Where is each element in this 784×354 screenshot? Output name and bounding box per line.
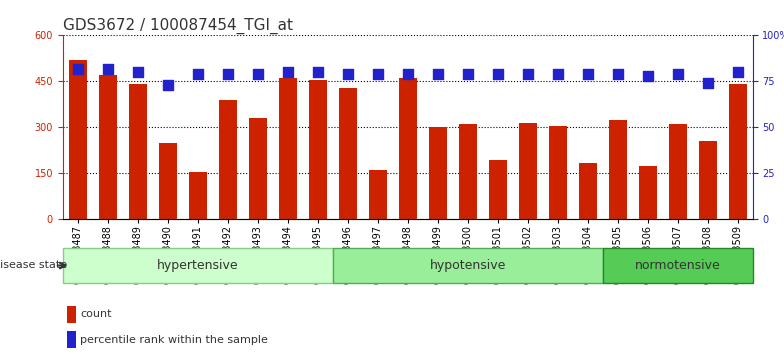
FancyBboxPatch shape (603, 248, 753, 283)
Text: hypotensive: hypotensive (430, 259, 506, 272)
Text: normotensive: normotensive (635, 259, 720, 272)
FancyBboxPatch shape (63, 248, 332, 283)
Bar (278, 78, 296, 219)
Point (221, 71, 234, 77)
Point (252, 71, 264, 77)
Bar (69, 60, 87, 219)
Point (341, 71, 354, 77)
Bar (309, 80, 327, 219)
Point (401, 71, 414, 77)
Text: disease state: disease state (0, 261, 67, 270)
Bar (488, 160, 506, 219)
Bar (579, 163, 597, 219)
Bar (669, 124, 687, 219)
Text: hypertensive: hypertensive (157, 259, 238, 272)
Point (731, 69, 744, 75)
Text: GDS3672 / 100087454_TGI_at: GDS3672 / 100087454_TGI_at (63, 18, 292, 34)
Bar (459, 124, 477, 219)
FancyBboxPatch shape (332, 248, 603, 283)
Point (462, 71, 474, 77)
Text: percentile rank within the sample: percentile rank within the sample (80, 335, 268, 345)
Point (311, 69, 324, 75)
Point (702, 80, 714, 86)
Point (281, 69, 294, 75)
Point (521, 71, 534, 77)
Bar (608, 120, 626, 219)
Bar (249, 118, 267, 219)
Bar (67, 306, 76, 323)
Text: count: count (80, 309, 112, 319)
Point (372, 71, 384, 77)
Bar (99, 75, 117, 219)
Bar (219, 100, 237, 219)
Point (71, 66, 84, 72)
Bar (368, 170, 387, 219)
Bar (549, 126, 567, 219)
Point (582, 71, 594, 77)
Point (612, 71, 624, 77)
Point (101, 66, 114, 72)
Bar (129, 85, 147, 219)
Bar (67, 331, 76, 348)
Point (162, 82, 174, 88)
Bar (158, 143, 176, 219)
Point (132, 69, 144, 75)
Point (641, 73, 654, 79)
Bar (339, 87, 357, 219)
Bar (519, 123, 537, 219)
Point (431, 71, 444, 77)
Bar (399, 78, 416, 219)
Bar (189, 172, 207, 219)
Point (191, 71, 204, 77)
Point (551, 71, 564, 77)
Bar (639, 166, 657, 219)
Bar (429, 127, 447, 219)
Bar (699, 141, 717, 219)
Bar (728, 85, 746, 219)
Point (492, 71, 504, 77)
Point (671, 71, 684, 77)
